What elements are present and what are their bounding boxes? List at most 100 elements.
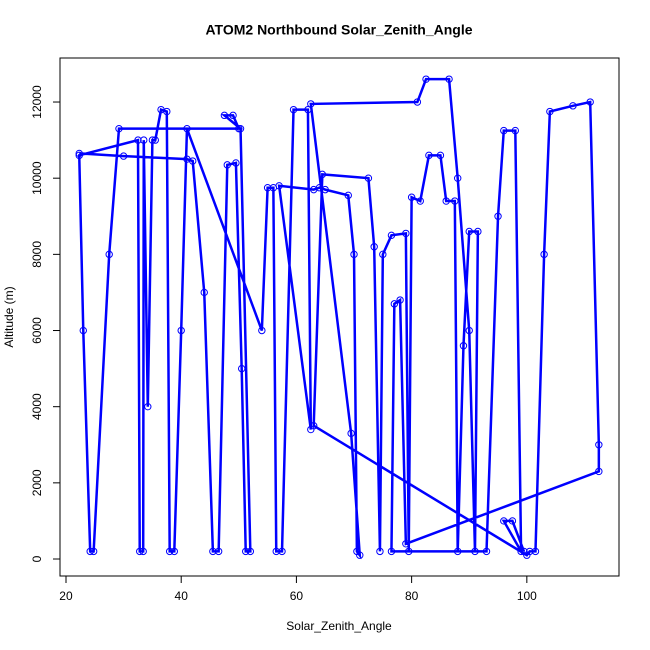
data-point	[387, 231, 396, 240]
data-point	[407, 193, 416, 201]
data-point	[318, 170, 327, 179]
y-tick-label: 8000	[30, 241, 44, 268]
y-tick-label: 0	[30, 555, 44, 562]
data-line	[77, 77, 601, 560]
data-point	[144, 402, 152, 411]
y-tick-label: 12000	[30, 85, 44, 119]
data-point	[321, 185, 329, 194]
data-point	[500, 517, 508, 525]
y-tick-label: 2000	[30, 469, 44, 496]
data-point	[465, 227, 473, 236]
data-point	[289, 105, 298, 114]
data-point	[278, 547, 286, 556]
data-point	[422, 75, 430, 83]
data-point	[364, 174, 373, 182]
data-point	[75, 149, 83, 158]
data-point	[232, 159, 240, 167]
data-point	[445, 75, 453, 83]
data-point	[390, 300, 399, 308]
chart-title: ATOM2 Northbound Solar_Zenith_Angle	[205, 22, 472, 38]
data-point	[402, 540, 410, 548]
data-point	[442, 197, 450, 205]
data-point	[75, 151, 83, 160]
data-point	[402, 229, 410, 238]
data-point	[520, 547, 528, 556]
data-point	[258, 326, 266, 335]
data-point	[235, 124, 243, 133]
x-tick-label: 100	[517, 589, 537, 603]
data-point	[139, 547, 147, 556]
data-point	[275, 182, 283, 190]
data-point	[115, 124, 123, 133]
data-point	[242, 547, 250, 556]
data-point	[482, 547, 491, 556]
data-point	[436, 151, 445, 160]
data-point	[474, 227, 482, 236]
data-point	[140, 136, 148, 144]
data-point	[119, 152, 128, 160]
data-point	[405, 547, 413, 556]
data-point	[344, 191, 352, 200]
data-point	[517, 547, 525, 556]
data-point	[223, 161, 231, 169]
data-point	[500, 126, 508, 135]
data-point	[183, 124, 191, 133]
data-point	[89, 547, 98, 556]
data-point	[586, 98, 594, 106]
data-point	[214, 547, 223, 556]
data-point	[177, 326, 185, 335]
x-tick-label: 60	[290, 589, 304, 603]
data-point	[307, 100, 315, 108]
data-point	[387, 547, 396, 556]
data-point	[413, 98, 422, 106]
data-point	[151, 136, 159, 144]
data-point	[209, 547, 217, 556]
data-point	[451, 197, 459, 205]
x-tick-label: 80	[405, 589, 419, 603]
data-point	[163, 107, 171, 116]
data-point	[511, 126, 520, 135]
data-point	[309, 422, 318, 430]
data-point	[86, 547, 94, 556]
y-tick-label: 6000	[30, 317, 44, 344]
data-point	[165, 547, 174, 556]
data-point	[465, 326, 473, 335]
data-point	[454, 547, 462, 556]
data-point	[396, 296, 404, 304]
y-tick-label: 10000	[30, 161, 44, 195]
data-point	[508, 517, 517, 525]
data-point	[220, 111, 229, 120]
data-point	[189, 157, 197, 165]
y-axis-label: Altitude (m)	[2, 286, 16, 347]
data-point	[263, 184, 272, 192]
x-axis-label: Solar_Zenith_Angle	[286, 619, 392, 633]
data-point	[237, 364, 246, 373]
data-point	[526, 547, 534, 556]
data-point	[416, 197, 424, 205]
data-point	[356, 551, 364, 559]
data-point	[79, 326, 87, 335]
data-point	[347, 429, 355, 438]
data-point	[200, 288, 208, 297]
data-point	[134, 136, 142, 144]
data-point	[229, 111, 237, 120]
data-point	[569, 102, 577, 110]
data-point	[494, 212, 502, 220]
data-point	[379, 250, 387, 259]
data-point	[595, 467, 603, 476]
data-point	[136, 547, 144, 556]
data-point	[148, 136, 157, 144]
data-point	[459, 342, 468, 350]
data-point	[595, 441, 603, 449]
data-point	[471, 547, 479, 556]
data-point	[304, 105, 312, 114]
data-point	[531, 547, 540, 556]
x-tick-label: 40	[175, 589, 189, 603]
x-tick-label: 20	[59, 589, 73, 603]
data-point	[272, 547, 280, 556]
data-point	[425, 151, 433, 160]
data-point	[376, 547, 384, 556]
data-point	[350, 250, 358, 259]
data-point	[105, 250, 113, 259]
